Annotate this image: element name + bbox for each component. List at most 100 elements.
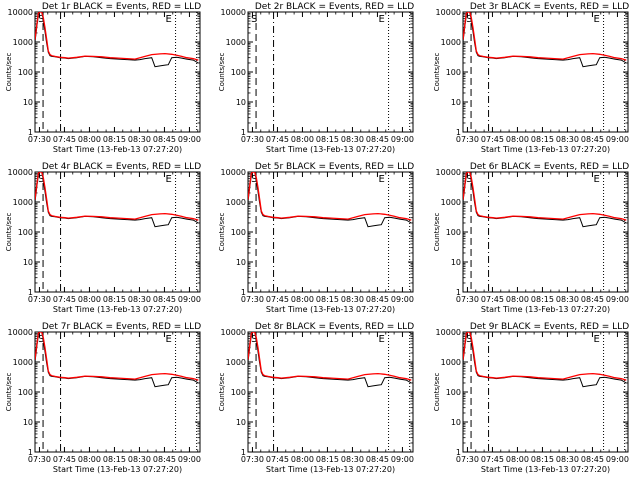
- y-tick-label: 10000: [221, 8, 246, 17]
- y-tick-label: 1000: [441, 198, 461, 207]
- x-tick-label: 08:45: [153, 295, 176, 304]
- x-tick-label: 07:45: [481, 135, 504, 144]
- panel-3: Det 3r BLACK = Events, RED = LLD 1 10 100 10…: [433, 2, 629, 154]
- panel-5: Det 5r BLACK = Events, RED = LLD 1 10 100 10…: [218, 162, 414, 314]
- y-tick-label: 10: [451, 418, 461, 427]
- x-tick-label: 08:15: [316, 455, 339, 464]
- end-marker: E: [166, 14, 172, 25]
- x-tick-label: 08:00: [78, 295, 101, 304]
- panel-title: Det 3r BLACK = Events, RED = LLD: [470, 2, 629, 12]
- x-tick-label: 08:45: [153, 455, 176, 464]
- y-tick-label: 100: [231, 228, 246, 237]
- x-tick-label: 08:30: [128, 295, 151, 304]
- x-tick-label: 08:30: [556, 455, 579, 464]
- x-tick-label: 08:30: [128, 135, 151, 144]
- y-tick-label: 10: [451, 258, 461, 267]
- x-tick-label: 07:45: [53, 135, 76, 144]
- x-tick-label: 08:45: [581, 455, 604, 464]
- y-tick-label: 100: [18, 388, 33, 397]
- end-marker: E: [379, 334, 385, 345]
- panel-title: Det 8r BLACK = Events, RED = LLD: [255, 322, 414, 332]
- x-tick-label: 08:30: [556, 135, 579, 144]
- panel-1: Det 1r BLACK = Events, RED = LLD 1 10 100 10…: [5, 2, 201, 154]
- x-tick-label: 08:15: [103, 455, 126, 464]
- start-marker: S: [466, 14, 472, 25]
- x-tick-label: 07:30: [28, 455, 51, 464]
- x-tick-label: 07:45: [481, 455, 504, 464]
- y-tick-label: 1000: [226, 358, 246, 367]
- x-tick-label: 08:15: [316, 135, 339, 144]
- series-line-lld: [463, 332, 627, 381]
- curves: [463, 172, 627, 228]
- x-tick-label: 08:30: [556, 295, 579, 304]
- y-axis-label: Counts/sec: [218, 373, 226, 412]
- x-tick-label: 07:30: [241, 295, 264, 304]
- y-tick-label: 100: [446, 228, 461, 237]
- y-tick-label: 1: [241, 448, 246, 457]
- panel-4: Det 4r BLACK = Events, RED = LLD 1 10 100 10…: [5, 162, 201, 314]
- start-marker: S: [466, 334, 472, 345]
- curves: [463, 332, 627, 388]
- x-tick-label: 08:45: [581, 295, 604, 304]
- curves: [248, 332, 412, 388]
- y-tick-label: 1000: [441, 358, 461, 367]
- x-tick-label: 08:30: [128, 455, 151, 464]
- x-tick-label: 07:30: [241, 135, 264, 144]
- x-tick-label: 07:30: [456, 455, 479, 464]
- y-tick-label: 1: [456, 288, 461, 297]
- x-axis-label: Start Time (13-Feb-13 07:27:20): [53, 465, 182, 474]
- x-axis-label: Start Time (13-Feb-13 07:27:20): [266, 145, 395, 154]
- panel-title: Det 7r BLACK = Events, RED = LLD: [42, 322, 201, 332]
- y-axis-label: Counts/sec: [433, 213, 441, 252]
- y-tick-label: 100: [446, 68, 461, 77]
- x-tick-label: 07:45: [266, 295, 289, 304]
- y-axis-label: Counts/sec: [218, 53, 226, 92]
- x-tick-label: 08:45: [366, 455, 389, 464]
- end-marker: E: [166, 334, 172, 345]
- x-tick-label: 08:45: [581, 135, 604, 144]
- y-tick-label: 100: [231, 388, 246, 397]
- y-tick-label: 100: [18, 228, 33, 237]
- x-tick-label: 08:45: [366, 135, 389, 144]
- x-tick-label: 08:15: [103, 135, 126, 144]
- y-tick-label: 10000: [8, 8, 33, 17]
- y-axis-label: Counts/sec: [433, 53, 441, 92]
- y-tick-label: 10: [236, 258, 246, 267]
- y-tick-label: 100: [231, 68, 246, 77]
- y-axis-label: Counts/sec: [433, 373, 441, 412]
- y-tick-label: 1000: [13, 198, 33, 207]
- y-tick-label: 1: [28, 288, 33, 297]
- y-tick-label: 100: [446, 388, 461, 397]
- y-axis-label: Counts/sec: [5, 53, 13, 92]
- x-tick-label: 07:45: [53, 455, 76, 464]
- x-tick-label: 08:00: [78, 455, 101, 464]
- y-tick-label: 10: [23, 418, 33, 427]
- x-tick-label: 08:15: [316, 295, 339, 304]
- series-line-lld: [463, 172, 627, 221]
- end-marker: E: [379, 174, 385, 185]
- start-marker: S: [38, 14, 44, 25]
- x-tick-label: 08:15: [103, 295, 126, 304]
- panel-title: Det 9r BLACK = Events, RED = LLD: [470, 322, 629, 332]
- x-tick-label: 07:45: [266, 455, 289, 464]
- panel-title: Det 4r BLACK = Events, RED = LLD: [42, 162, 201, 172]
- x-tick-label: 09:00: [606, 295, 629, 304]
- x-tick-label: 07:30: [241, 455, 264, 464]
- panel-7: Det 7r BLACK = Events, RED = LLD 1 10 100 10…: [5, 322, 201, 474]
- x-tick-label: 08:15: [531, 135, 554, 144]
- x-tick-label: 09:00: [178, 295, 201, 304]
- curves: [35, 12, 199, 68]
- end-marker: E: [594, 334, 600, 345]
- y-tick-label: 10: [23, 98, 33, 107]
- x-tick-label: 07:30: [456, 295, 479, 304]
- y-tick-label: 10000: [221, 168, 246, 177]
- y-tick-label: 10000: [8, 328, 33, 337]
- panel-title: Det 6r BLACK = Events, RED = LLD: [470, 162, 629, 172]
- y-tick-label: 100: [18, 68, 33, 77]
- y-tick-label: 10: [23, 258, 33, 267]
- series-line-lld: [248, 172, 412, 221]
- x-tick-label: 09:00: [391, 135, 414, 144]
- x-tick-label: 08:45: [366, 295, 389, 304]
- start-marker: S: [466, 174, 472, 185]
